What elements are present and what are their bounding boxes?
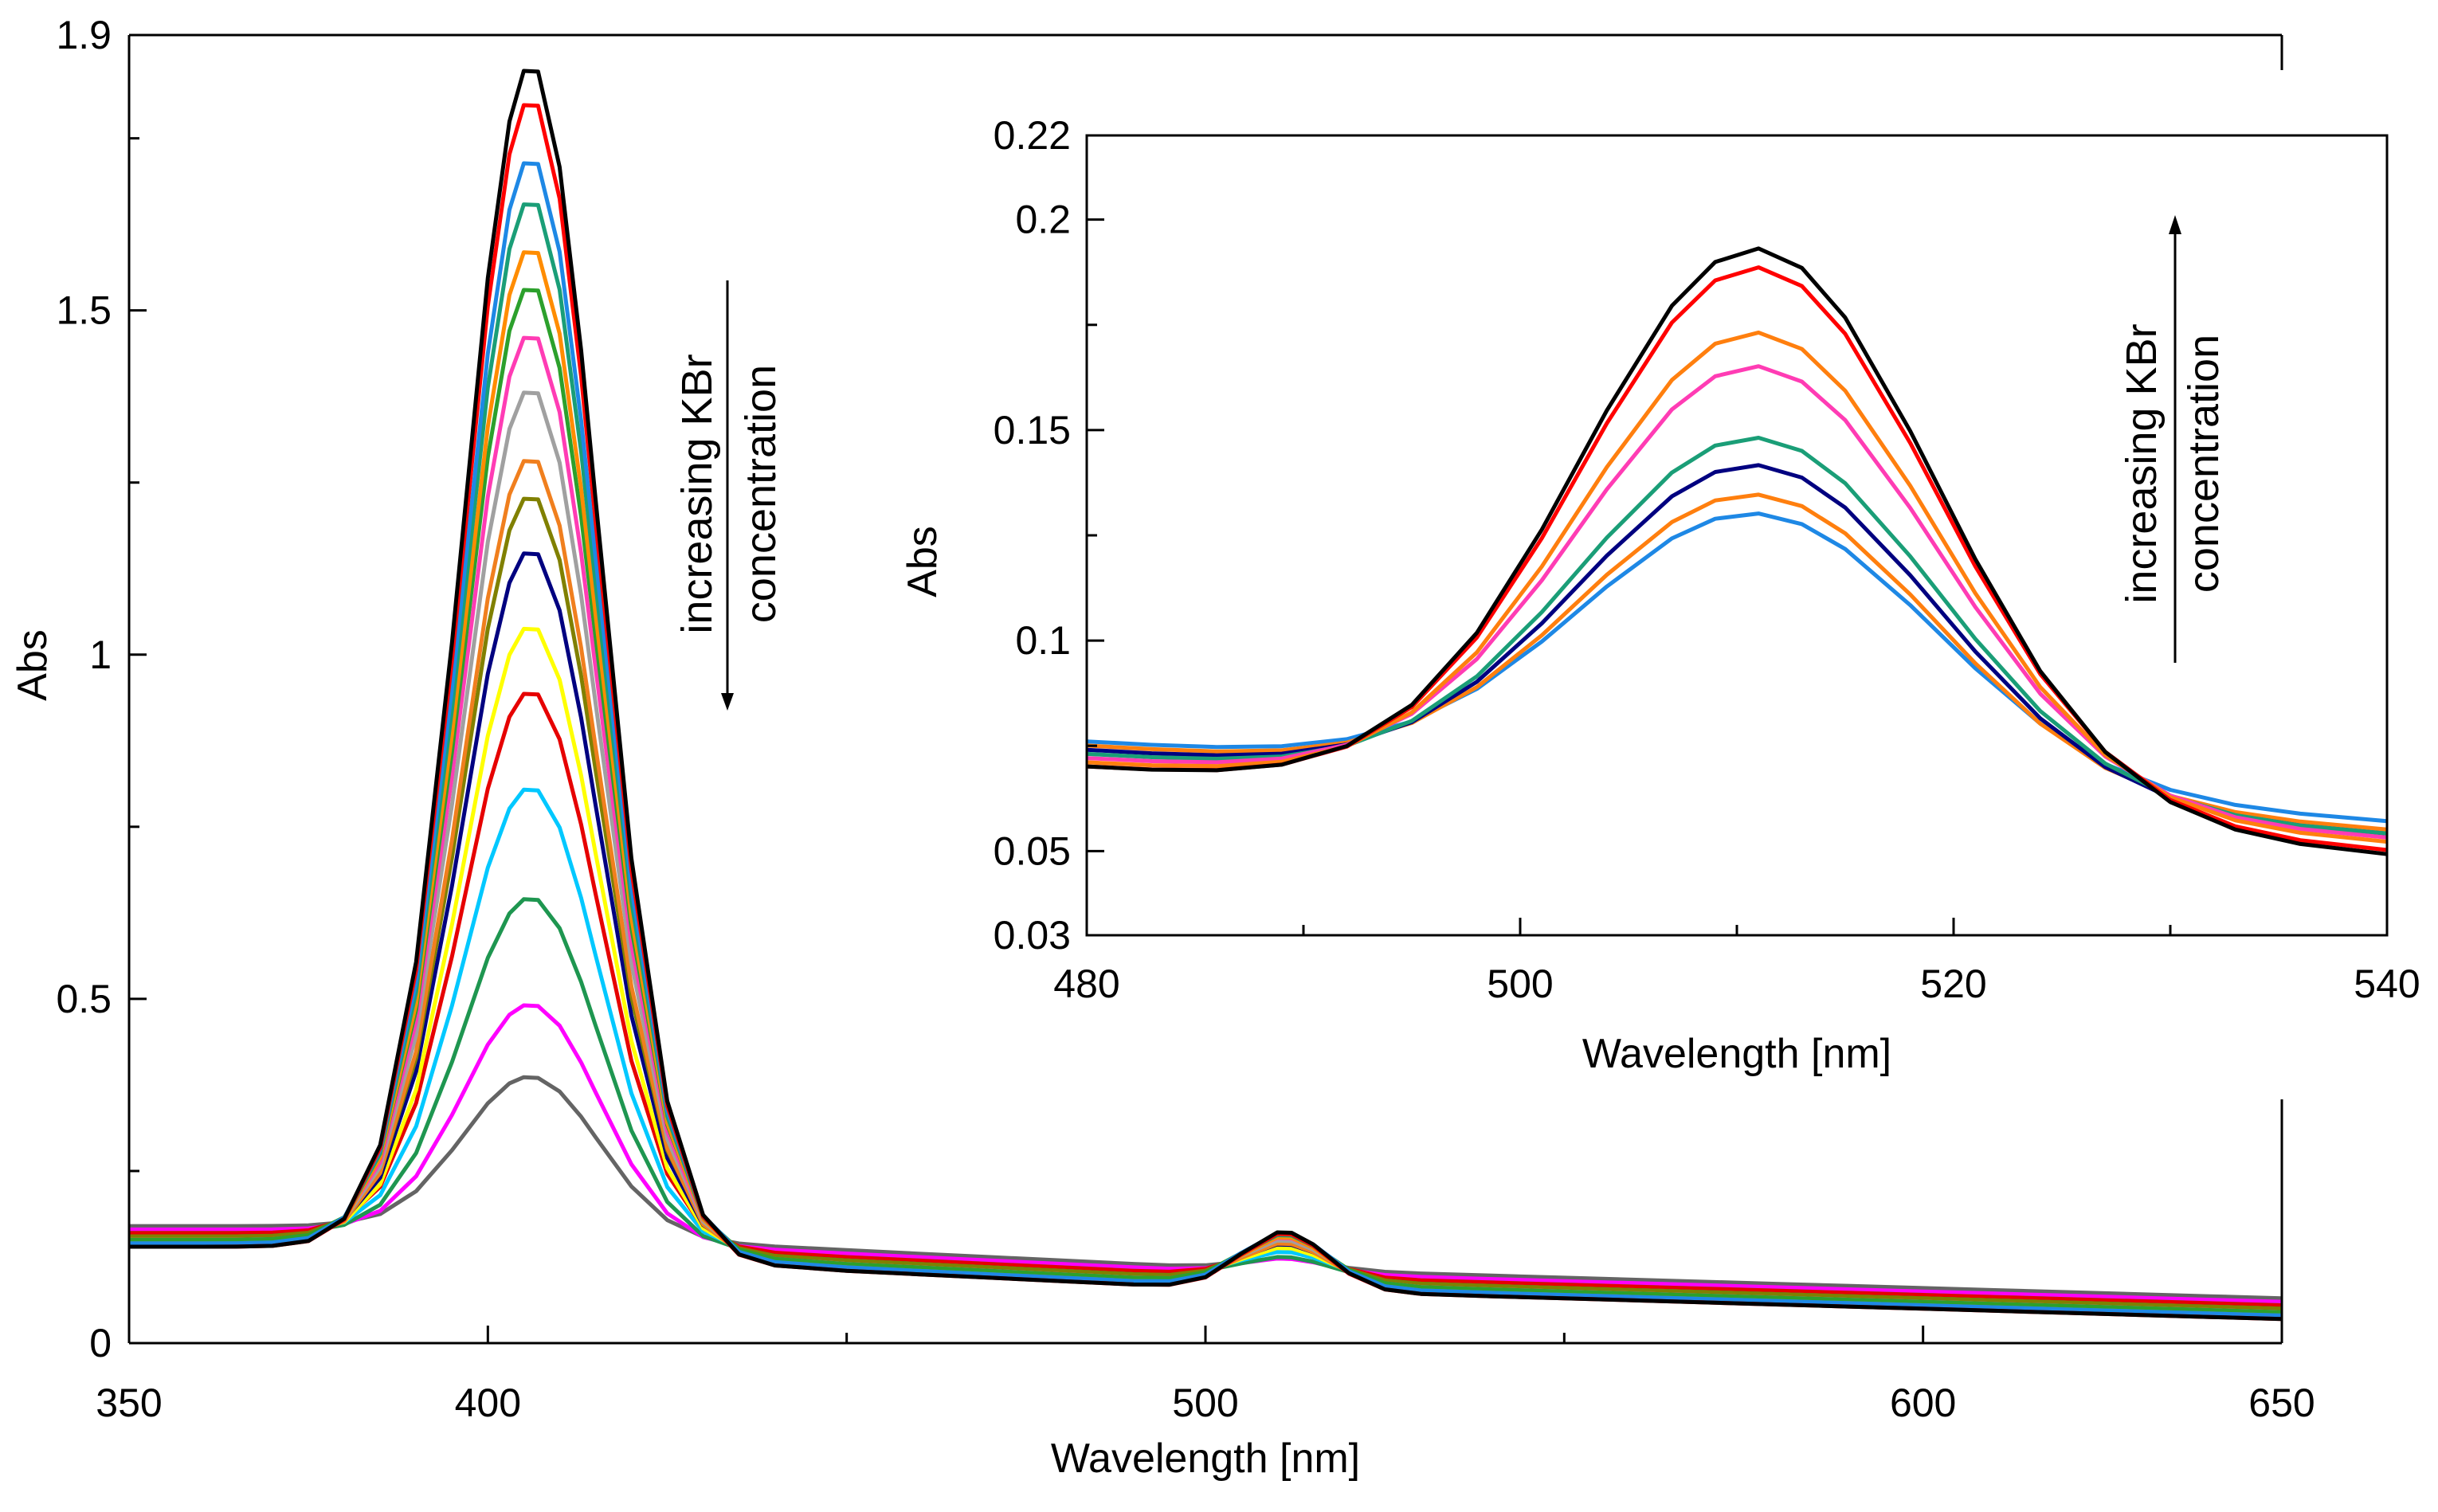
inset-y-axis-title: Abs [900, 526, 946, 597]
main-y-axis-title: Abs [10, 629, 56, 701]
main-series-16-line [129, 1003, 2283, 1304]
inset-ticks: 480 500 520 540 0.03 0.05 0.1 0.15 0.2 0.22 [994, 113, 2420, 1006]
main-y-tick-label: 0 [89, 1321, 112, 1365]
main-series-1-line [129, 69, 2283, 1322]
inset-x-tick-label: 540 [2354, 962, 2420, 1006]
main-x-axis-title: Wavelength [nm] [1051, 1436, 1360, 1482]
main-ticks: 350 400 500 600 650 0 0.5 1 1.5 1.9 [56, 13, 2315, 1425]
inset-chart: 480 500 520 540 0.03 0.05 0.1 0.15 0.2 0.22 Wavel… [900, 96, 2433, 1099]
inset-x-axis-title: Wavelength [nm] [1582, 1031, 1891, 1077]
main-x-tick-label: 500 [1172, 1381, 1238, 1425]
main-x-tick-label: 650 [2248, 1381, 2315, 1425]
inset-y-tick-label: 0.2 [1015, 198, 1071, 242]
inset-x-tick-label: 500 [1487, 962, 1553, 1006]
main-y-tick-label: 1 [89, 633, 112, 677]
main-chart: 350 400 500 600 650 0 0.5 1 1.5 1.9 Wavelength [n… [10, 13, 2315, 1482]
inset-y-tick-label: 0.15 [994, 408, 1071, 452]
main-series-13-line [129, 691, 2283, 1307]
main-series-17-line [129, 1075, 2283, 1301]
inset-y-tick-label: 0.05 [994, 828, 1071, 873]
main-annotation-line-1: increasing KBr [673, 354, 721, 633]
main-series-10-line [129, 496, 2283, 1311]
inset-y-tick-label: 0.22 [994, 113, 1071, 158]
inset-annotation-line-2: concentration [2180, 335, 2228, 593]
inset-background [964, 96, 2433, 1099]
inset-x-tick-label: 480 [1053, 962, 1119, 1006]
inset-annotation: increasing KBr concentration [2118, 215, 2228, 663]
main-y-tick-label: 1.5 [56, 288, 112, 333]
inset-series-6-line [1086, 463, 2388, 836]
main-x-tick-label: 600 [1890, 1381, 1956, 1425]
inset-y-tick-label: 0.1 [1015, 618, 1071, 663]
main-series-3-line [129, 161, 2283, 1318]
inset-series-1-line [1086, 246, 2388, 856]
inset-series-lines [1086, 246, 2388, 856]
inset-x-tick-label: 520 [1920, 962, 1986, 1006]
inset-annotation-arrow-head [2169, 215, 2181, 234]
main-series-lines [129, 69, 2283, 1322]
inset-y-tick-label: 0.03 [994, 913, 1071, 958]
main-y-tick-label: 0.5 [56, 977, 112, 1021]
main-annotation-line-2: concentration [737, 365, 785, 623]
main-annotation: increasing KBr concentration [673, 280, 785, 711]
inset-annotation-line-1: increasing KBr [2118, 323, 2166, 603]
main-x-tick-label: 400 [455, 1381, 521, 1425]
main-x-tick-label: 350 [96, 1381, 162, 1425]
main-annotation-arrow-head [721, 693, 734, 711]
main-y-tick-label: 1.9 [56, 13, 112, 57]
